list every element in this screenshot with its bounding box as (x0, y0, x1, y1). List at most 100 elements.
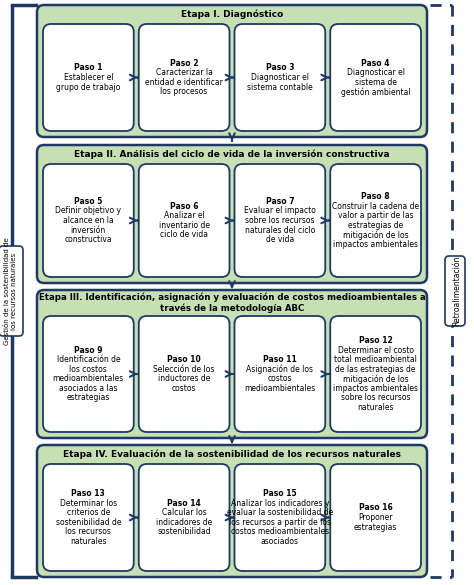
Text: Analizar el: Analizar el (164, 211, 204, 220)
Text: Asignación de los: Asignación de los (246, 364, 313, 374)
Text: Paso 4: Paso 4 (361, 58, 390, 68)
Text: impactos ambientales: impactos ambientales (333, 240, 418, 249)
Text: Retroalimentación: Retroalimentación (453, 256, 462, 326)
Text: inversión: inversión (71, 226, 106, 235)
FancyBboxPatch shape (37, 145, 427, 283)
Text: Paso 14: Paso 14 (167, 498, 201, 508)
FancyBboxPatch shape (235, 464, 325, 571)
Text: Paso 1: Paso 1 (74, 63, 103, 73)
Text: naturales: naturales (357, 403, 394, 412)
Text: naturales del ciclo: naturales del ciclo (245, 226, 315, 235)
Text: Definir objetivo y: Definir objetivo y (55, 207, 121, 215)
Text: mitigación de los: mitigación de los (343, 230, 409, 240)
Text: Etapa III. Identificación, asignación y evaluación de costos medioambientales a
: Etapa III. Identificación, asignación y … (38, 292, 425, 313)
Text: Paso 12: Paso 12 (359, 336, 392, 345)
Text: los recursos: los recursos (65, 527, 111, 536)
FancyBboxPatch shape (330, 464, 421, 571)
Text: Paso 3: Paso 3 (265, 63, 294, 73)
Text: Diagnosticar el: Diagnosticar el (346, 68, 405, 77)
FancyBboxPatch shape (330, 164, 421, 277)
Text: Paso 2: Paso 2 (170, 58, 199, 68)
FancyBboxPatch shape (139, 316, 229, 432)
FancyBboxPatch shape (235, 24, 325, 131)
Text: sistema de: sistema de (355, 78, 397, 87)
FancyBboxPatch shape (330, 316, 421, 432)
Text: Paso 10: Paso 10 (167, 355, 201, 364)
Text: estrategias de: estrategias de (348, 221, 403, 230)
Text: de las estrategias de: de las estrategias de (336, 364, 416, 374)
Text: los costos: los costos (70, 364, 107, 374)
Text: mitigación de los: mitigación de los (343, 374, 409, 384)
Text: los procesos: los procesos (161, 87, 208, 97)
Text: Etapa II. Análisis del ciclo de vida de la inversión constructiva: Etapa II. Análisis del ciclo de vida de … (74, 150, 390, 159)
Text: sobre los recursos: sobre los recursos (245, 216, 315, 225)
Text: constructiva: constructiva (64, 235, 112, 244)
FancyBboxPatch shape (43, 24, 134, 131)
Text: Etapa I. Diagnóstico: Etapa I. Diagnóstico (181, 10, 283, 19)
FancyBboxPatch shape (37, 445, 427, 577)
Text: Paso 7: Paso 7 (265, 197, 294, 206)
FancyBboxPatch shape (0, 246, 23, 336)
FancyBboxPatch shape (235, 164, 325, 277)
Text: Paso 8: Paso 8 (361, 192, 390, 201)
Text: Identificación de: Identificación de (56, 355, 120, 364)
Text: Paso 13: Paso 13 (72, 489, 105, 498)
FancyBboxPatch shape (43, 464, 134, 571)
Text: costos: costos (268, 374, 292, 383)
Text: Paso 15: Paso 15 (263, 489, 297, 498)
Text: Establecer el: Establecer el (64, 73, 113, 82)
Text: sostenibilidad: sostenibilidad (157, 527, 211, 536)
Text: inductores de: inductores de (158, 374, 210, 383)
Text: valor a partir de las: valor a partir de las (338, 211, 413, 220)
Text: ciclo de vida: ciclo de vida (160, 230, 208, 239)
Text: impactos ambientales: impactos ambientales (333, 384, 418, 393)
Text: sistema contable: sistema contable (247, 82, 313, 91)
Text: los recursos a partir de los: los recursos a partir de los (229, 518, 331, 526)
Text: Paso 6: Paso 6 (170, 202, 199, 211)
Text: estrategias: estrategias (354, 522, 397, 532)
FancyBboxPatch shape (235, 316, 325, 432)
FancyBboxPatch shape (330, 24, 421, 131)
Text: gestión ambiental: gestión ambiental (341, 87, 410, 97)
Text: Caracterizar la: Caracterizar la (155, 68, 212, 77)
Text: Diagnosticar el: Diagnosticar el (251, 73, 309, 82)
FancyBboxPatch shape (43, 316, 134, 432)
Text: estrategias: estrategias (67, 393, 110, 402)
Text: Analizar los indicadores y: Analizar los indicadores y (231, 498, 329, 508)
Text: Paso 11: Paso 11 (263, 355, 297, 364)
Text: asociados a las: asociados a las (59, 384, 118, 393)
FancyBboxPatch shape (139, 24, 229, 131)
Text: Paso 9: Paso 9 (74, 346, 103, 355)
Text: entidad e identificar: entidad e identificar (145, 78, 223, 87)
Text: Evaluar el impacto: Evaluar el impacto (244, 207, 316, 215)
Text: Paso 5: Paso 5 (74, 197, 102, 206)
Text: Etapa IV. Evaluación de la sostenibilidad de los recursos naturales: Etapa IV. Evaluación de la sostenibilida… (63, 450, 401, 459)
Text: grupo de trabajo: grupo de trabajo (56, 82, 120, 91)
Text: alcance en la: alcance en la (63, 216, 114, 225)
Text: Construir la cadena de: Construir la cadena de (332, 202, 419, 211)
Text: costos medioambientales: costos medioambientales (231, 527, 329, 536)
Text: medioambientales: medioambientales (244, 384, 316, 393)
FancyBboxPatch shape (37, 5, 427, 137)
Text: inventario de: inventario de (159, 221, 210, 230)
FancyBboxPatch shape (37, 290, 427, 438)
FancyBboxPatch shape (139, 164, 229, 277)
Text: Gestión de la sostenibilidad de
los recursos naturales: Gestión de la sostenibilidad de los recu… (4, 237, 18, 345)
Text: Selección de los: Selección de los (154, 364, 215, 374)
Text: medioambientales: medioambientales (53, 374, 124, 383)
Text: indicadores de: indicadores de (156, 518, 212, 526)
Text: evaluar la sostenibilidad de: evaluar la sostenibilidad de (227, 508, 333, 517)
Text: Proponer: Proponer (358, 513, 393, 522)
Text: total medioambiental: total medioambiental (334, 355, 417, 364)
Text: Determinar los: Determinar los (60, 498, 117, 508)
Text: asociados: asociados (261, 537, 299, 546)
Text: Paso 16: Paso 16 (359, 504, 392, 512)
Text: sobre los recursos: sobre los recursos (341, 393, 410, 402)
Text: criterios de: criterios de (67, 508, 110, 517)
FancyBboxPatch shape (445, 256, 465, 326)
Text: naturales: naturales (70, 537, 107, 546)
Text: de vida: de vida (266, 235, 294, 244)
FancyBboxPatch shape (43, 164, 134, 277)
Text: costos: costos (172, 384, 196, 393)
FancyBboxPatch shape (139, 464, 229, 571)
